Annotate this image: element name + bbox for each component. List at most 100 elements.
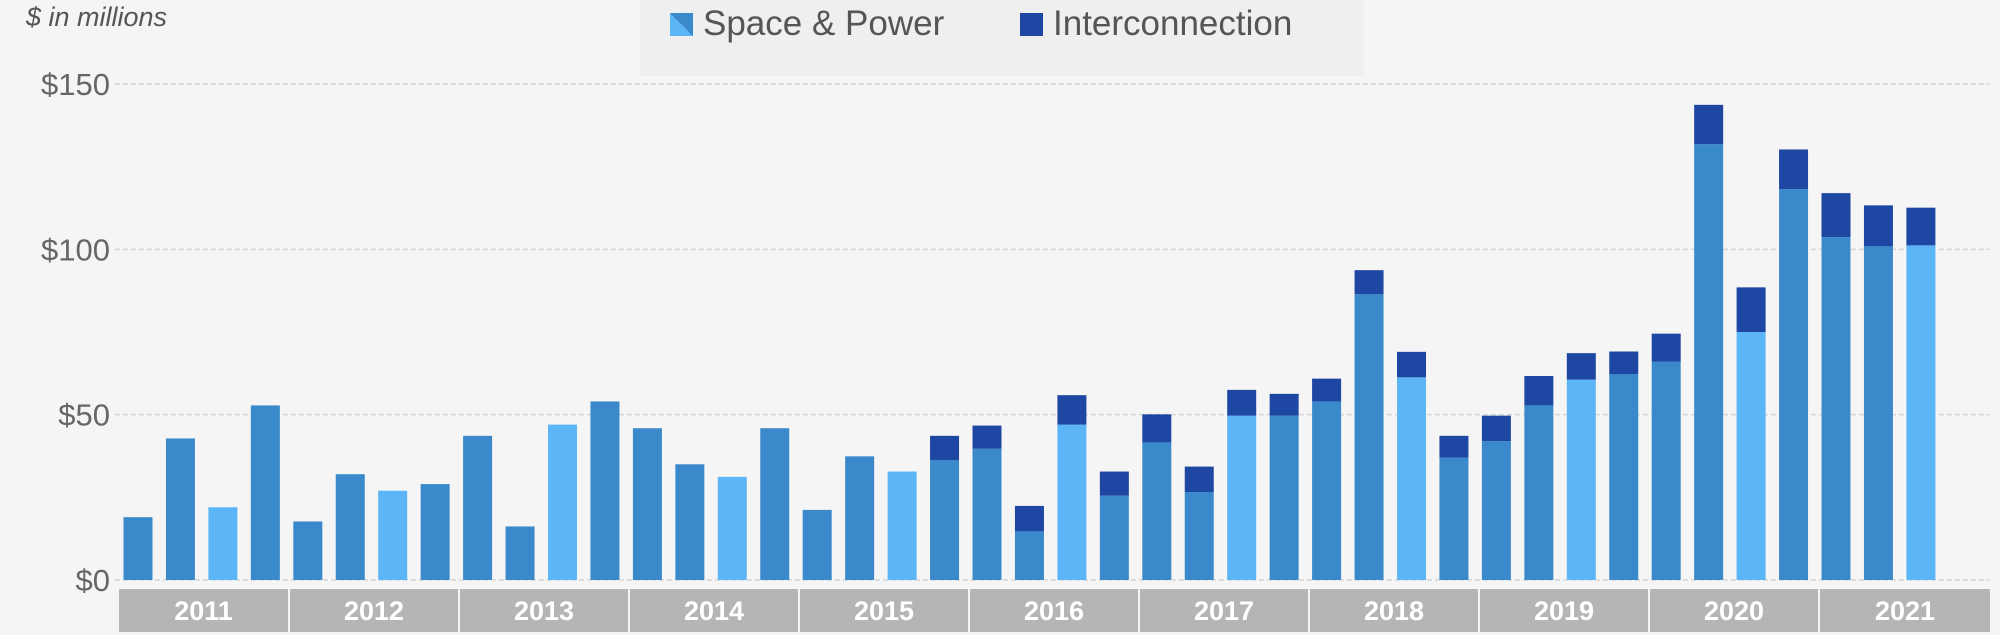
bar-space-power xyxy=(1269,415,1299,580)
y-tick-label: $100 xyxy=(41,232,110,267)
year-band xyxy=(630,589,798,632)
bar-interconnection xyxy=(1014,505,1044,532)
bar-space-power xyxy=(420,484,450,580)
bar-space-power xyxy=(1779,189,1809,581)
bar-space-power xyxy=(165,438,195,580)
y-tick-label: $50 xyxy=(58,398,110,433)
bar-interconnection xyxy=(1651,333,1681,362)
bar-space-power xyxy=(1863,246,1893,580)
year-band xyxy=(1140,589,1308,632)
legend-label-space-power: Space & Power xyxy=(703,4,945,43)
bar-space-power xyxy=(675,464,705,580)
bar-space-power xyxy=(1184,492,1214,580)
bar-space-power xyxy=(1736,332,1766,580)
year-band xyxy=(1650,589,1818,632)
bar-space-power xyxy=(845,456,875,580)
bar-interconnection xyxy=(1821,193,1851,238)
bar-interconnection xyxy=(1609,351,1639,374)
bar-space-power xyxy=(1354,294,1384,580)
bar-space-power xyxy=(1227,415,1257,580)
year-band xyxy=(1820,589,1990,632)
bar-space-power xyxy=(208,507,238,580)
bar-interconnection xyxy=(1142,414,1172,443)
year-label: 2015 xyxy=(854,596,914,626)
bar-space-power xyxy=(1057,424,1087,580)
bar-space-power xyxy=(590,401,620,580)
year-band xyxy=(460,589,628,632)
bar-interconnection xyxy=(1439,435,1469,458)
year-band xyxy=(119,589,288,632)
bar-space-power xyxy=(250,405,280,580)
year-band xyxy=(290,589,458,632)
bar-space-power xyxy=(1609,373,1639,580)
bar-space-power xyxy=(930,459,960,580)
bar-space-power xyxy=(1142,442,1172,580)
bar-space-power xyxy=(1312,401,1342,580)
bar-space-power xyxy=(1099,495,1129,580)
bar-space-power xyxy=(632,428,662,580)
year-label: 2019 xyxy=(1534,596,1594,626)
y-tick-label: $150 xyxy=(41,67,110,102)
bar-space-power xyxy=(1651,361,1681,580)
year-band xyxy=(1480,589,1648,632)
bar-interconnection xyxy=(1481,415,1511,442)
bar-space-power xyxy=(1014,531,1044,580)
year-label: 2013 xyxy=(514,596,574,626)
bar-interconnection xyxy=(1184,466,1214,493)
bar-interconnection xyxy=(1694,104,1724,145)
year-band xyxy=(800,589,968,632)
year-label: 2021 xyxy=(1875,596,1935,626)
space-power-swatch-icon xyxy=(670,12,693,36)
bar-space-power xyxy=(1439,457,1469,580)
bar-space-power xyxy=(548,424,577,580)
bar-interconnection xyxy=(1736,287,1766,332)
interconnection-swatch-icon xyxy=(1020,12,1043,36)
bar-interconnection xyxy=(1312,378,1342,402)
bar-space-power xyxy=(887,471,917,580)
bar-space-power xyxy=(1397,377,1426,580)
year-band xyxy=(970,589,1138,632)
bar-interconnection xyxy=(1269,393,1299,416)
bar-space-power xyxy=(760,428,790,580)
bar-space-power xyxy=(717,476,747,580)
bar-interconnection xyxy=(972,425,1002,449)
legend: Space & Power Interconnection xyxy=(640,0,1364,76)
legend-item-interconnection: Interconnection xyxy=(1020,4,1292,44)
bar-interconnection xyxy=(930,435,960,460)
bar-interconnection xyxy=(1863,205,1893,247)
bar-interconnection xyxy=(1524,375,1554,406)
bar-interconnection xyxy=(1779,149,1809,190)
bar-interconnection xyxy=(1906,207,1936,246)
year-band xyxy=(1310,589,1478,632)
legend-label-interconnection: Interconnection xyxy=(1053,4,1293,43)
bar-space-power xyxy=(505,526,535,580)
year-label: 2016 xyxy=(1024,596,1084,626)
bar-space-power xyxy=(463,435,493,580)
bar-space-power xyxy=(378,490,408,580)
y-axis-unit-label: $ in millions xyxy=(26,2,168,32)
bar-space-power xyxy=(123,517,153,580)
bar-space-power xyxy=(335,474,365,580)
year-label: 2014 xyxy=(684,596,744,626)
bar-space-power xyxy=(802,509,832,580)
bar-interconnection xyxy=(1227,389,1257,416)
bar-space-power xyxy=(1481,441,1511,580)
bar-interconnection xyxy=(1099,471,1129,496)
bar-space-power xyxy=(1906,245,1936,580)
bar-space-power xyxy=(1694,144,1724,580)
legend-item-space-power: Space & Power xyxy=(670,4,944,44)
bar-space-power xyxy=(972,448,1002,580)
year-label: 2012 xyxy=(344,596,404,626)
bar-interconnection xyxy=(1566,353,1596,380)
bar-space-power xyxy=(1821,237,1851,580)
bar-space-power xyxy=(293,521,323,580)
bar-interconnection xyxy=(1354,270,1384,295)
bar-interconnection xyxy=(1397,351,1426,378)
y-tick-label: $0 xyxy=(76,563,110,598)
bar-interconnection xyxy=(1057,395,1087,425)
year-label: 2011 xyxy=(174,596,233,626)
year-label: 2017 xyxy=(1194,596,1254,626)
year-label: 2020 xyxy=(1704,596,1764,626)
bar-space-power xyxy=(1524,405,1554,580)
